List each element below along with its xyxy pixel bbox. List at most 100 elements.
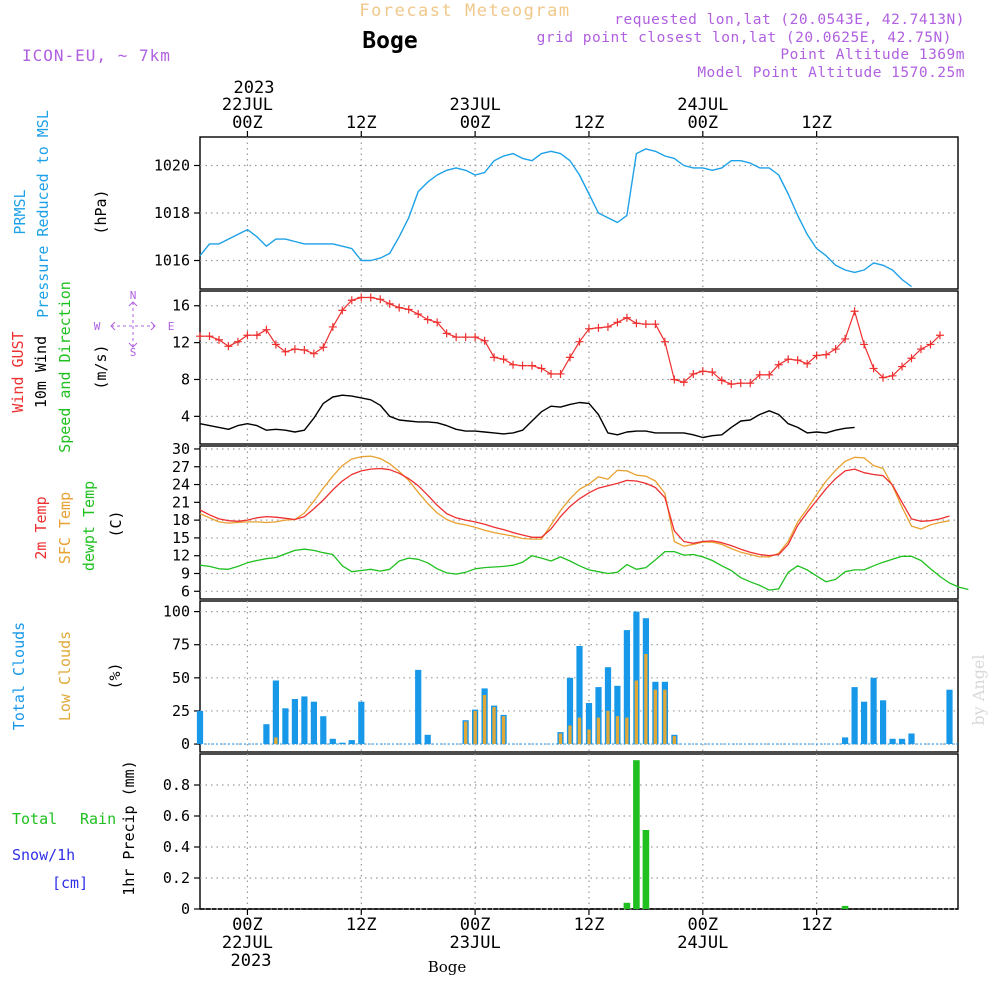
compass-s: S	[130, 346, 137, 359]
gust-marker	[917, 345, 926, 354]
gust-marker	[319, 343, 328, 352]
gust-marker	[774, 360, 783, 369]
total-cloud-bar	[946, 689, 953, 744]
gust-marker	[366, 293, 375, 302]
low-cloud-bar	[672, 736, 676, 744]
panels: 1016101810204812166912151821242730025507…	[154, 136, 959, 918]
top-date-label: 24JUL	[677, 95, 728, 115]
bottom-date-label: 23JUL	[450, 933, 501, 953]
low-cloud-bar	[653, 689, 657, 744]
pressure-unit: (hPa)	[92, 189, 110, 234]
total-cloud-bar	[196, 710, 204, 744]
gust-marker	[613, 318, 622, 327]
bottom-date-label: 24JUL	[677, 933, 728, 953]
gust-marker	[575, 337, 584, 346]
gust-marker	[205, 332, 214, 341]
top-hour-label: 12Z	[574, 113, 605, 133]
temperature-ytick-label: 12	[172, 547, 190, 565]
low-cloud-bar	[644, 654, 648, 745]
gust-marker	[509, 360, 518, 369]
precip-labels: Total Rain Snow/1h [cm] 1hr Precip (mm)	[12, 760, 138, 895]
total-cloud-bar	[851, 687, 858, 745]
gust-marker	[243, 331, 252, 340]
total-cloud-bar	[576, 646, 583, 744]
cloud-unit: (%)	[106, 662, 124, 689]
pressure-ytick-label: 1018	[154, 204, 190, 222]
sfc-temp-line	[199, 455, 950, 558]
temp-label-dewpt: dewpt Temp	[80, 481, 98, 571]
total-cloud-bar	[358, 701, 365, 745]
total-cloud-bar	[301, 696, 308, 745]
top-hour-label: 00Z	[232, 113, 263, 133]
total-cloud-bar	[908, 733, 915, 745]
gust-marker	[537, 364, 546, 373]
top-hour-label: 12Z	[801, 113, 832, 133]
total-cloud-bar	[870, 677, 877, 744]
gust-marker	[556, 369, 565, 378]
gust-marker	[452, 333, 461, 342]
total-cloud-bar	[585, 703, 593, 745]
total-cloud-bar	[623, 630, 630, 744]
model-label: ICON-EU, ~ 7km	[22, 46, 171, 65]
chart-title: Forecast Meteogram	[359, 1, 570, 21]
low-cloud-bar	[663, 689, 667, 744]
location-title: Boge	[362, 28, 417, 54]
gust-marker	[660, 337, 669, 346]
bottom-hour-label: 00Z	[460, 915, 491, 935]
compass-rose-icon: N S W E	[94, 289, 175, 359]
gust-marker	[822, 350, 831, 359]
gust-marker	[480, 336, 489, 345]
gust-marker	[290, 345, 299, 354]
compass-e: E	[168, 320, 175, 333]
gust-marker	[300, 345, 309, 354]
clouds-panel-frame	[199, 600, 959, 753]
top-date-label: 22JUL	[222, 95, 273, 115]
top-hour-label: 12Z	[346, 113, 377, 133]
temperature-ytick-label: 18	[172, 511, 190, 529]
rain-bar	[642, 830, 650, 909]
gust-marker	[471, 333, 480, 342]
plot-marks	[196, 149, 969, 910]
gust-marker	[632, 319, 641, 328]
gust-marker	[888, 371, 897, 380]
point-altitude: Point Altitude 1369m	[780, 47, 965, 63]
pressure-label-msl: Pressure Reduced to MSL	[34, 110, 52, 318]
gust-marker	[755, 370, 764, 379]
gust-marker	[698, 367, 707, 376]
gust-marker	[841, 334, 850, 343]
temperature-ytick-label: 27	[172, 458, 190, 476]
total-cloud-bar	[842, 737, 849, 744]
wind-ytick-label: 4	[181, 407, 190, 425]
requested-coords: requested lon,lat (20.0543E, 42.7413N)	[614, 12, 965, 28]
gust-marker	[490, 353, 499, 362]
watermark: by Angel	[969, 654, 988, 725]
gust-marker	[357, 293, 366, 302]
gust-marker	[224, 342, 233, 351]
gust-marker	[461, 333, 470, 342]
pressure-ytick-label: 1020	[154, 157, 190, 175]
wind-unit: (m/s)	[92, 344, 110, 389]
total-cloud-bar	[898, 738, 906, 745]
precip-label-total: Total	[12, 810, 57, 828]
clouds-ytick-label: 0	[181, 735, 190, 753]
gust-marker	[765, 370, 774, 379]
gust-marker	[784, 355, 793, 364]
gust-marker	[641, 320, 650, 329]
compass-w: W	[94, 320, 101, 333]
total-cloud-bar	[291, 699, 298, 744]
temp-2m-line	[199, 467, 950, 557]
gust-marker	[423, 315, 432, 324]
gust-marker	[594, 323, 603, 332]
low-cloud-bar	[634, 680, 638, 745]
top-hour-label: 00Z	[460, 113, 491, 133]
bottom-hour-label: 00Z	[232, 915, 263, 935]
temp-label-2m: 2m Temp	[32, 496, 50, 559]
pressure-label-prmsl: PRMSL	[11, 189, 29, 234]
clouds-ytick-label: 75	[172, 636, 190, 654]
bottom-hour-label: 12Z	[346, 915, 377, 935]
gust-marker	[793, 356, 802, 365]
total-cloud-bar	[329, 738, 336, 745]
gust-line	[200, 296, 941, 385]
gust-marker	[812, 351, 821, 360]
